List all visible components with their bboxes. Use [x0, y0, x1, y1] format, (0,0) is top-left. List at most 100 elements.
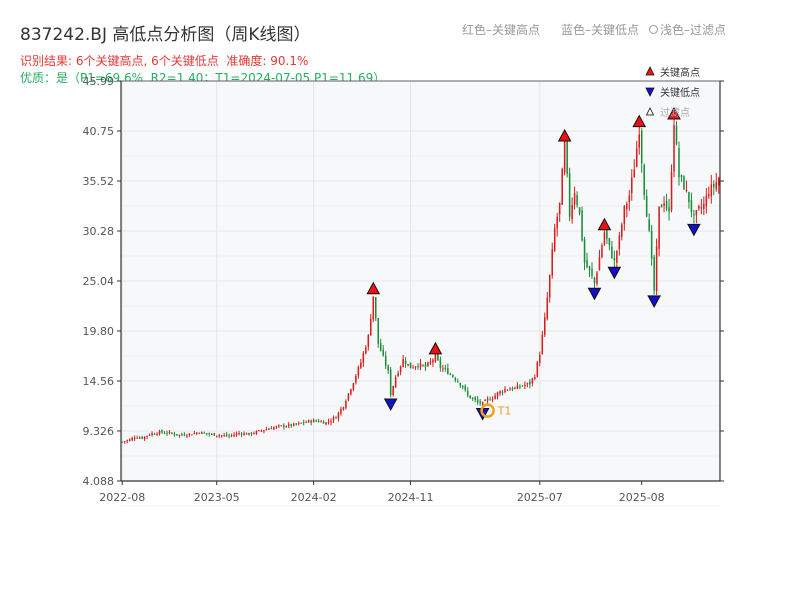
candle-body [283, 424, 285, 428]
candle-body [365, 347, 367, 354]
candle-body [253, 433, 255, 435]
candle-body [131, 437, 133, 441]
candle-body [591, 269, 593, 277]
candle-body [556, 217, 558, 229]
candle-body [340, 408, 342, 414]
candle-body [243, 433, 245, 436]
candle-body [235, 433, 238, 435]
candle-body [521, 385, 524, 387]
candle-body [176, 434, 178, 436]
candle-body [457, 381, 459, 383]
candle-body [568, 173, 571, 217]
candle-body [452, 375, 454, 378]
candle-body [322, 421, 325, 424]
grid-lines [121, 80, 720, 507]
candle-body [317, 420, 320, 422]
candle-body [461, 385, 464, 388]
candle-body [546, 297, 549, 319]
candle-body [210, 433, 213, 435]
candle-body [310, 420, 312, 423]
candle-body [571, 204, 573, 220]
candle-body [553, 227, 556, 251]
candle-body [437, 352, 439, 360]
candle-body [345, 401, 347, 408]
candle-body [588, 266, 591, 271]
candle-body [382, 349, 384, 356]
candle-body [444, 367, 447, 369]
candle-body [320, 421, 322, 423]
legend-blue-text: 蓝色–关键低点 [561, 23, 640, 37]
candle-body [407, 364, 409, 366]
candle-body [655, 246, 658, 292]
candle-body [325, 422, 327, 425]
page-title: 837242.BJ 高低点分析图（周K线图） [20, 25, 311, 45]
key-high-marker [597, 217, 612, 231]
candle-body [191, 434, 193, 436]
candle-body [491, 399, 494, 401]
y-tick-label: 14.56 [83, 375, 115, 388]
candle-body [645, 195, 648, 217]
x-tick-label: 2023-05 [194, 491, 240, 504]
candle-body [404, 360, 407, 364]
candle-body [121, 441, 124, 443]
candle-body [499, 391, 501, 394]
candle-body [439, 359, 442, 368]
candle-body [626, 204, 628, 210]
candle-body [703, 203, 705, 209]
candle-body [220, 435, 223, 437]
candle-body [464, 385, 467, 390]
candle-body [126, 440, 128, 442]
legend-filtered-icon [645, 107, 655, 116]
candle-body [653, 256, 655, 291]
candle-body [330, 420, 332, 423]
candle-body [123, 441, 126, 443]
candle-body [138, 437, 141, 439]
candle-body [260, 430, 263, 432]
candle-body [223, 435, 225, 437]
y-tick-label: 19.80 [83, 325, 115, 338]
candle-body [370, 318, 372, 336]
candle-body [695, 210, 698, 216]
candle-body [188, 433, 191, 435]
candle-body [360, 362, 362, 368]
candle-body [250, 432, 253, 435]
candle-body [357, 367, 360, 376]
candle-body [708, 194, 710, 197]
candle-body [248, 432, 250, 435]
accuracy-text: 准确度: 90.1% [226, 54, 309, 68]
candle-body [215, 435, 218, 437]
candle-body [471, 397, 474, 399]
candle-body [270, 428, 273, 430]
candle-body [285, 426, 288, 428]
y-tick-label: 25.04 [83, 275, 115, 288]
candle-body [171, 432, 173, 434]
candle-body [307, 420, 310, 423]
circle-icon [649, 25, 658, 34]
candle-body [166, 432, 168, 434]
legend-light-text: 浅色–过滤点 [649, 21, 726, 38]
key-point-markers: T1 [366, 106, 701, 421]
candle-body [640, 130, 643, 164]
legend-red-text: 红色–关键高点 [462, 23, 541, 37]
candle-body [141, 437, 143, 439]
candle-body [680, 175, 683, 178]
candle-body [476, 399, 479, 403]
candle-body [618, 235, 621, 250]
candle-body [693, 214, 695, 216]
legend-light-label: 浅色–过滤点 [660, 23, 727, 37]
candle-body [245, 433, 248, 435]
key-high-marker [557, 128, 572, 142]
candle-body [531, 378, 534, 384]
x-tick-label: 2025-07 [517, 491, 563, 504]
candle-body [670, 172, 673, 211]
candle-body [238, 433, 240, 435]
candle-body [143, 436, 146, 440]
candle-body [630, 177, 633, 194]
candle-body [255, 431, 258, 434]
legend-label: 过滤点 [660, 106, 690, 119]
candle-body [327, 421, 330, 423]
candle-body [225, 434, 228, 436]
candle-body [335, 417, 337, 419]
candle-body [213, 433, 215, 436]
candle-body [578, 207, 581, 214]
